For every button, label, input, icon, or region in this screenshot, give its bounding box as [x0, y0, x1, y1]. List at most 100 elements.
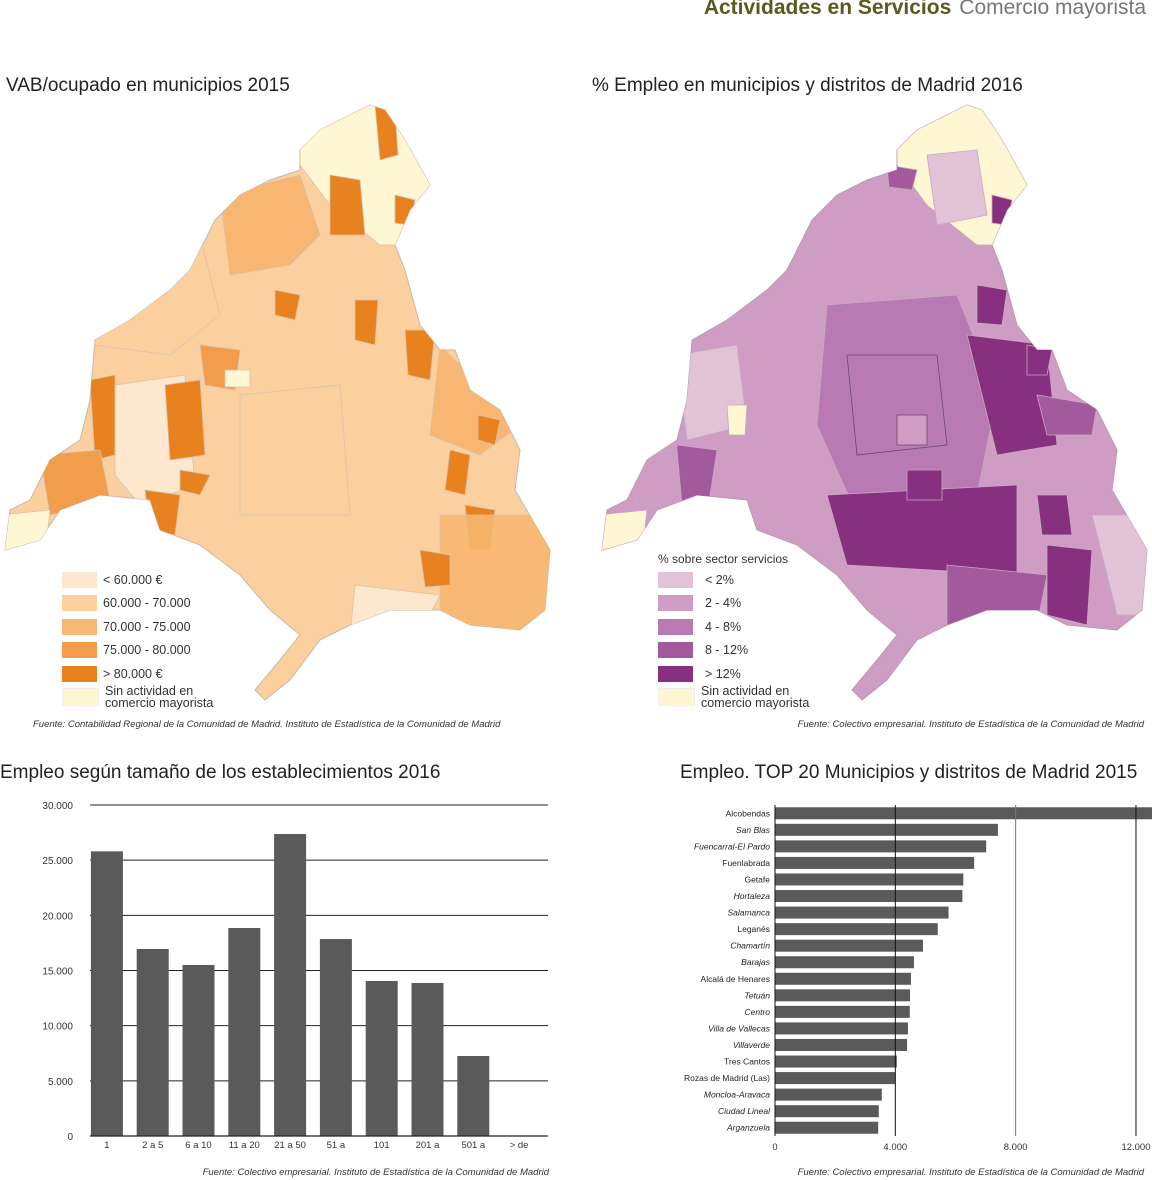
bar: [182, 964, 215, 1136]
region-districts: [896, 414, 928, 446]
region: [1046, 544, 1093, 626]
bar: [228, 928, 261, 1136]
legend-swatch: [62, 688, 99, 707]
category-label: Centro: [744, 1007, 770, 1017]
x-tick-label: 201 a500: [416, 1140, 440, 1150]
legend-label: 4 - 8%: [705, 619, 742, 634]
legend-label: Sin actividad en comercio mayorista: [701, 684, 810, 711]
legend-item: < 2%: [658, 568, 816, 592]
category-label: Fuenlabrada: [722, 858, 770, 868]
region: [274, 289, 301, 321]
chart-size-title: Empleo según tamaño de los establecimien…: [0, 762, 441, 783]
x-tick-label: > de2.000: [507, 1140, 531, 1150]
category-label: Fuencarral-El Pardo: [694, 841, 770, 851]
legend-swatch: [658, 642, 693, 659]
x-tick-label: 1: [104, 1140, 109, 1150]
region: [726, 404, 748, 436]
x-tick-label: 0: [772, 1142, 777, 1153]
region: [1036, 394, 1098, 436]
category-label: Salamanca: [727, 908, 770, 918]
bar: [136, 948, 169, 1136]
x-tick-label: 11 a 20: [229, 1140, 260, 1150]
category-label: Getafe: [744, 874, 770, 884]
category-label: Tetuán: [744, 990, 770, 1000]
y-tick-label: 0: [67, 1132, 73, 1143]
chart-top20-title: Empleo. TOP 20 Municipios y distritos de…: [680, 762, 1138, 783]
category-label: Barajas: [741, 957, 771, 967]
section-title: Actividades en Servicios: [703, 0, 952, 19]
x-tick-label: 12.000: [1121, 1142, 1150, 1153]
bar: [775, 1105, 879, 1118]
subsection-title: Comercio mayorista: [959, 0, 1146, 19]
legend-swatch: [62, 642, 97, 659]
region: [976, 284, 1008, 326]
legend-item: 8 - 12%: [658, 639, 816, 663]
region: [439, 514, 550, 636]
category-label: Villaverde: [733, 1040, 770, 1050]
bar: [775, 1121, 879, 1134]
y-tick-label: 10.000: [42, 1022, 73, 1033]
legend-item: < 60.000 €: [62, 568, 220, 592]
region: [1036, 494, 1073, 536]
x-tick-label: 8.000: [1004, 1142, 1028, 1153]
region: [394, 194, 416, 226]
region: [5, 509, 51, 556]
category-label: Rozas de Madrid (Las): [684, 1073, 770, 1083]
category-label: Leganés: [737, 924, 770, 934]
y-tick-label: 30.000: [42, 801, 73, 812]
region: [39, 449, 111, 516]
chart-top20-bars: Alcobendas San Blas Fuencarral-El Pardo Fue…: [684, 805, 1152, 1153]
legend-item: 4 - 8%: [658, 615, 816, 639]
bar: [411, 982, 444, 1136]
bar: [274, 834, 307, 1136]
bar: [775, 840, 987, 853]
bar: [775, 1022, 908, 1035]
x-tick-label: 501 a2.000: [461, 1140, 485, 1150]
legend-item: 70.000 - 75.000: [62, 615, 220, 639]
bar: [775, 923, 938, 936]
bar: [775, 972, 911, 985]
category-label: Chamartín: [730, 941, 770, 951]
page-header: Actividades en Servicios Comercio mayoris…: [704, 0, 1146, 20]
bar: [457, 1056, 490, 1136]
category-label: Tres Cantos: [724, 1057, 770, 1067]
legend-swatch: [658, 688, 695, 707]
y-tick-label: 15.000: [42, 967, 73, 978]
region: [219, 174, 321, 276]
chart-size-bars: 0 5.000 10.000 15.000 20.000 25.000 30.000 1 2 a…: [42, 801, 548, 1150]
map-vab-source: Fuente: Contabilidad Regional de la Comu…: [33, 719, 501, 730]
region: [179, 469, 211, 496]
map-empleo-source: Fuente: Colectivo empresarial. Instituto…: [797, 719, 1144, 730]
y-tick-label: 5.000: [48, 1077, 73, 1088]
region: [926, 149, 988, 226]
bar: [775, 1005, 910, 1018]
legend-label: 8 - 12%: [705, 643, 749, 658]
region: [991, 194, 1013, 226]
map-vab-title: VAB/ocupado en municipios 2015: [6, 75, 290, 96]
category-label: San Blas: [736, 825, 771, 835]
region: [354, 299, 379, 346]
legend-swatch: [658, 595, 693, 612]
legend-label: 2 - 4%: [705, 596, 742, 611]
x-tick-label: 6 a 10: [185, 1140, 211, 1150]
bar: [775, 906, 949, 919]
bar: [775, 956, 914, 969]
legend-label: < 2%: [705, 572, 734, 587]
bar: [775, 890, 963, 903]
region: [886, 164, 918, 191]
legend-item: 60.000 - 70.000: [62, 592, 220, 616]
bar: [775, 1072, 896, 1085]
region: [477, 414, 501, 446]
region: [602, 509, 648, 556]
legend-item: Sin actividad en comercio mayorista: [62, 684, 220, 711]
category-label: Ciudad Lineal: [718, 1106, 771, 1116]
x-tick-label: 4.000: [883, 1142, 907, 1153]
legend-title: % sobre sector servicios: [658, 552, 789, 566]
legend-label: Sin actividad en comercio mayorista: [105, 684, 214, 711]
map-vab-legend: < 60.000 € 60.000 - 70.000 70.000 - 75.0…: [62, 568, 220, 711]
x-tick-label: 101a 200: [370, 1140, 394, 1150]
bar: [775, 989, 911, 1002]
region: [329, 174, 366, 236]
y-tick-label: 25.000: [42, 856, 73, 867]
chart-top20-source: Fuente: Colectivo empresarial. Instituto…: [797, 1167, 1144, 1178]
